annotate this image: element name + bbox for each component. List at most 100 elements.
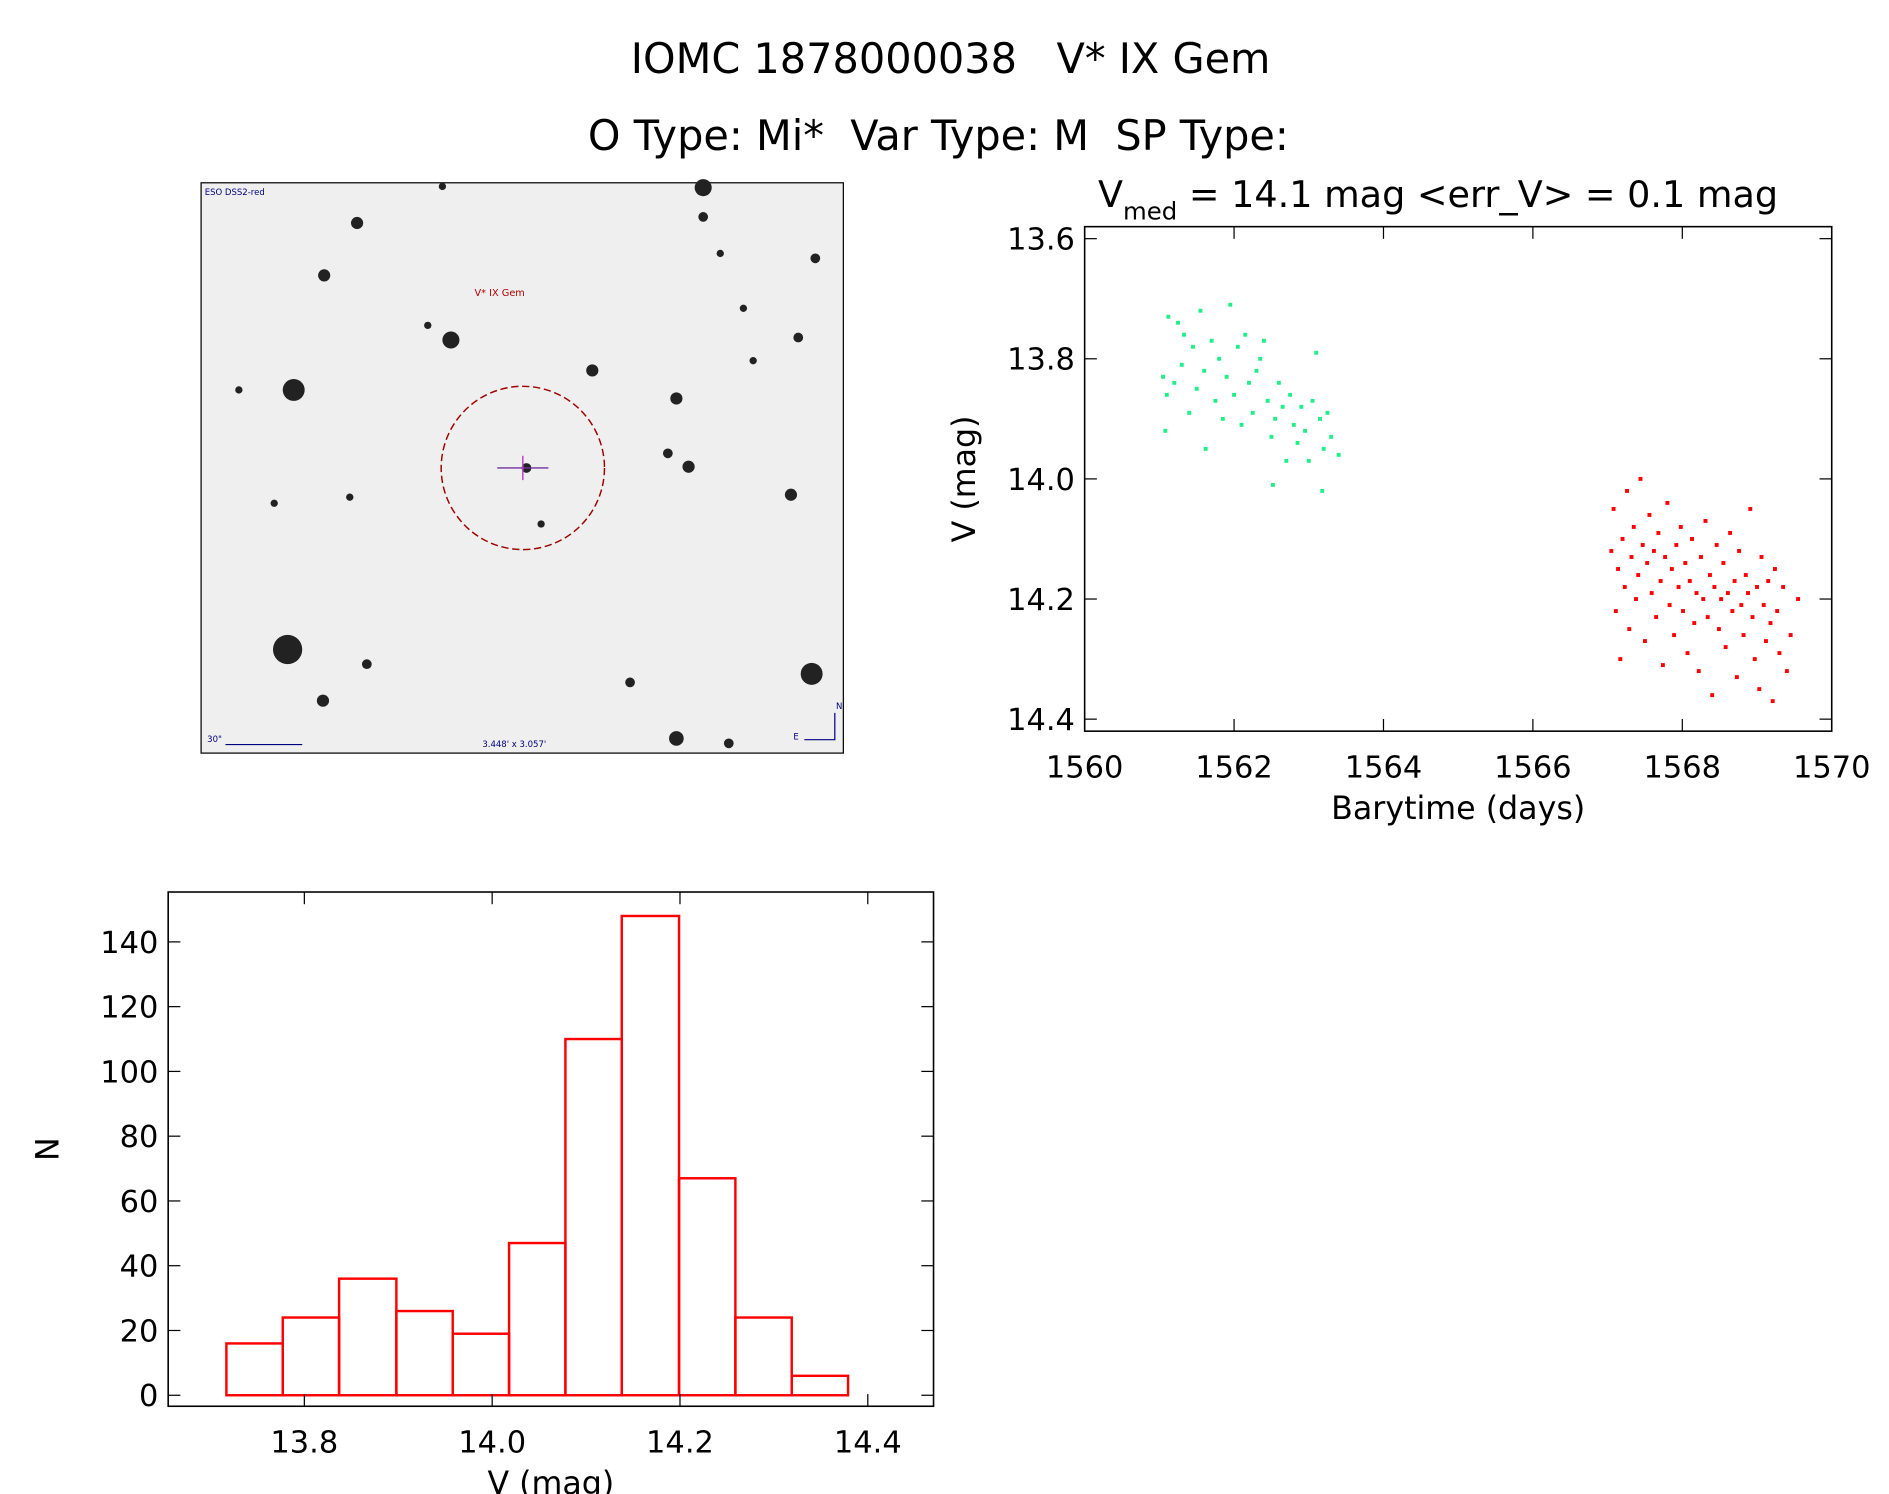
y-tick-label: 140 <box>100 926 158 961</box>
point <box>1314 350 1319 355</box>
y-tick-label: 20 <box>120 1314 159 1349</box>
point <box>1618 657 1623 662</box>
point <box>1306 458 1311 463</box>
point <box>1634 597 1638 601</box>
point <box>1701 597 1706 601</box>
point <box>1325 410 1330 415</box>
histogram-bar <box>451 1332 511 1397</box>
point <box>1694 591 1699 595</box>
y-tick-label: 14.0 <box>1007 463 1075 498</box>
point <box>1770 699 1775 704</box>
target-label: V* IX Gem <box>475 288 525 299</box>
y-tick-label: 120 <box>100 991 158 1026</box>
point <box>1310 398 1315 403</box>
point <box>1658 579 1663 583</box>
point <box>1764 639 1768 644</box>
point <box>1265 398 1270 403</box>
point <box>1243 332 1248 337</box>
point <box>1239 422 1244 427</box>
point <box>1692 621 1697 626</box>
point <box>1667 603 1672 607</box>
sky-image: V* IX Gem ESO DSS2-red 30" 3.448' x 3.05… <box>200 179 844 754</box>
point <box>1678 525 1683 529</box>
point <box>1295 440 1300 445</box>
point <box>1318 416 1322 421</box>
east-label: E <box>793 733 798 743</box>
x-tick-label: 14.2 <box>646 1426 714 1461</box>
point <box>1656 531 1661 535</box>
survey-label: ESO DSS2-red <box>205 188 265 198</box>
point <box>1755 585 1759 589</box>
point <box>1643 639 1647 644</box>
x-axis-label: V (mag) <box>487 1466 614 1494</box>
point <box>1336 452 1341 457</box>
point <box>1748 506 1753 511</box>
point <box>1291 422 1296 427</box>
x-tick-label: 13.8 <box>270 1426 338 1461</box>
point <box>1611 506 1616 511</box>
point <box>1228 302 1233 307</box>
point <box>1752 657 1757 662</box>
histogram-bar <box>677 1177 737 1397</box>
point <box>1768 621 1773 626</box>
point <box>1176 320 1180 325</box>
histogram-bar <box>790 1374 850 1397</box>
point <box>1732 579 1737 583</box>
point <box>1721 561 1726 565</box>
point <box>1209 338 1214 343</box>
point <box>1707 573 1712 577</box>
point <box>1247 380 1251 385</box>
point <box>1777 651 1782 656</box>
figure-subtitle: O Type: Mi* Var Type: M SP Type: <box>588 112 1289 160</box>
plot-frame <box>1083 225 1833 732</box>
point <box>1730 609 1735 613</box>
point <box>1734 675 1739 680</box>
point <box>1224 374 1229 379</box>
point <box>1182 332 1186 337</box>
point <box>1775 609 1780 613</box>
point <box>1213 398 1218 403</box>
figure-title: IOMC 1878000038 V* IX Gem <box>631 35 1271 83</box>
point <box>1329 434 1334 439</box>
target-circle <box>440 385 606 551</box>
point <box>1651 549 1656 553</box>
histogram-bar <box>395 1309 454 1397</box>
point <box>1654 615 1659 619</box>
point <box>1649 591 1654 595</box>
title-text: = 14.1 mag <err_V> = 0.1 mag <box>1177 173 1778 216</box>
y-axis-label: V (mag) <box>947 416 983 543</box>
point <box>1613 609 1618 613</box>
point <box>1685 651 1690 656</box>
histogram-bar <box>734 1316 793 1397</box>
point <box>1220 416 1225 421</box>
point <box>1725 591 1730 595</box>
x-axis-label: Barytime (days) <box>1331 791 1585 827</box>
point <box>1741 633 1746 638</box>
x-tick-label: 1570 <box>1793 750 1871 785</box>
point <box>1759 555 1764 559</box>
point <box>1235 344 1240 349</box>
point <box>1250 410 1255 415</box>
scatter-title: Vmed = 14.1 mag <err_V> = 0.1 mag <box>1098 173 1778 225</box>
point <box>1638 476 1643 481</box>
point <box>1161 374 1166 379</box>
point <box>1737 549 1742 553</box>
point <box>1665 500 1670 505</box>
histogram-bar <box>225 1342 284 1397</box>
histogram-bar <box>507 1241 567 1397</box>
point <box>1636 573 1641 577</box>
point <box>1194 386 1199 391</box>
point <box>1270 482 1275 487</box>
point <box>1716 627 1721 632</box>
y-tick-label: 0 <box>139 1379 158 1414</box>
point <box>1714 543 1719 547</box>
point <box>1746 591 1750 595</box>
point <box>1712 585 1717 589</box>
point <box>1772 567 1777 571</box>
point <box>1276 380 1281 385</box>
point <box>1202 368 1207 373</box>
point <box>1166 314 1171 319</box>
y-tick-label: 80 <box>120 1120 159 1155</box>
